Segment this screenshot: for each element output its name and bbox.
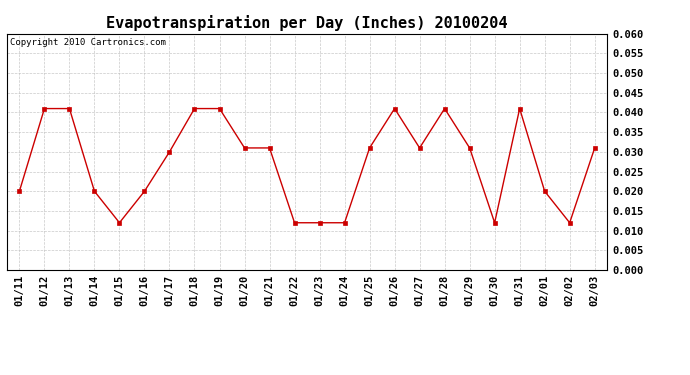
- Text: Copyright 2010 Cartronics.com: Copyright 2010 Cartronics.com: [10, 39, 166, 48]
- Title: Evapotranspiration per Day (Inches) 20100204: Evapotranspiration per Day (Inches) 2010…: [106, 15, 508, 31]
